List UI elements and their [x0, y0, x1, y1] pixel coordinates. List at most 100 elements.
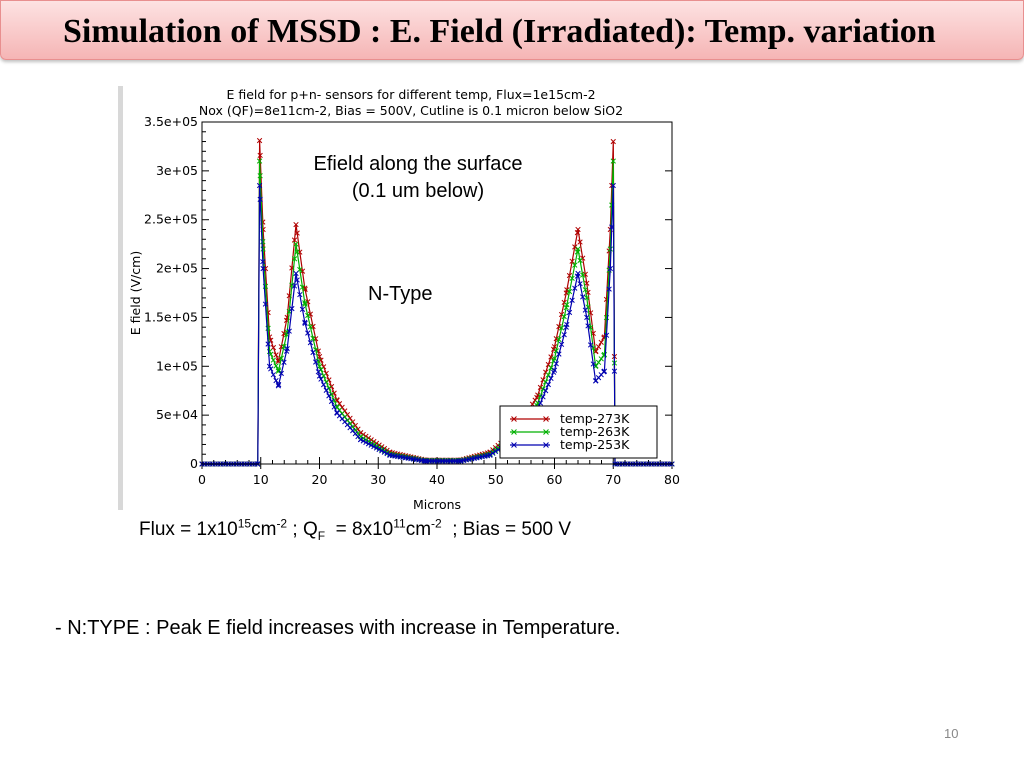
data-point [260, 265, 266, 272]
caption: Flux = 1x1015cm-2 ; QF = 8x1011cm-2 ; Bi… [139, 516, 572, 543]
data-point [291, 237, 298, 243]
data-point [561, 332, 567, 338]
legend-marker [543, 416, 549, 422]
x-tick-label: 50 [488, 472, 504, 487]
data-point [299, 306, 306, 312]
data-point [575, 270, 581, 277]
data-point [556, 351, 562, 357]
legend-item: temp-253K [510, 437, 630, 452]
x-tick-label: 0 [198, 472, 206, 487]
data-point [260, 258, 266, 265]
x-tick-label: 30 [370, 472, 386, 487]
data-point [381, 449, 388, 455]
title-bar: Simulation of MSSD : E. Field (Irradiate… [0, 0, 1024, 60]
data-point [582, 307, 588, 313]
data-point [492, 448, 499, 455]
data-point [318, 376, 324, 382]
data-point [556, 336, 562, 343]
data-point [307, 340, 314, 346]
data-point [373, 445, 380, 451]
data-point [537, 400, 544, 406]
data-point [580, 272, 586, 278]
data-point [294, 277, 300, 283]
chart-title-line2: Nox (QF)=8e11cm-2, Bias = 500V, Cutline … [199, 103, 623, 118]
data-point [540, 386, 546, 392]
data-point [293, 270, 299, 277]
data-point [587, 324, 594, 331]
caption-q-exp: 11 [393, 516, 406, 531]
data-point [256, 182, 263, 189]
data-point [610, 158, 616, 164]
data-point [379, 448, 385, 454]
data-point [572, 262, 578, 268]
data-point [299, 268, 306, 274]
data-point [313, 359, 319, 365]
data-point [352, 422, 358, 429]
data-point [422, 458, 428, 464]
legend-label: temp-253K [560, 437, 630, 452]
data-point [601, 368, 608, 374]
data-point [376, 446, 382, 453]
y-tick-label: 3e+05 [156, 163, 198, 178]
data-point [360, 438, 366, 444]
data-point [611, 368, 618, 374]
data-point [291, 256, 298, 262]
data-point [545, 372, 551, 378]
data-point [320, 382, 327, 388]
data-point [281, 330, 287, 337]
legend-label: temp-263K [560, 424, 630, 439]
data-point [310, 349, 316, 356]
data-point [323, 387, 329, 393]
data-point [294, 249, 300, 255]
data-point [260, 239, 266, 245]
data-point [577, 257, 583, 264]
chart-title-line1: E field for p+n- sensors for different t… [226, 87, 595, 102]
x-tick-label: 20 [312, 472, 328, 487]
legend-marker [511, 429, 517, 435]
caption-q-unit: cm [405, 519, 432, 540]
data-point [331, 404, 337, 410]
data-point [610, 138, 616, 145]
data-point [610, 182, 616, 189]
y-tick-label: 2e+05 [156, 261, 198, 276]
data-point [289, 305, 295, 312]
data-point [273, 377, 279, 384]
efield-chart: E field for p+n- sensors for different t… [118, 84, 688, 514]
caption-q-unit-exp: -2 [431, 516, 442, 531]
data-point [593, 363, 599, 369]
data-point [585, 323, 591, 329]
data-point [275, 383, 282, 389]
data-point [305, 312, 311, 319]
data-point [307, 311, 314, 317]
caption-q-sub: F [317, 528, 326, 543]
data-point [572, 244, 578, 250]
data-point [273, 363, 279, 369]
data-point [575, 226, 581, 233]
annotation-ntype: N-Type [368, 283, 433, 305]
data-point [266, 363, 273, 369]
data-point [580, 294, 586, 300]
caption-bias: ; Bias = 500 V [441, 519, 572, 540]
data-point [347, 415, 353, 421]
x-tick-label: 40 [429, 472, 445, 487]
y-tick-label: 0 [190, 456, 198, 471]
left-edge-strip [118, 86, 123, 510]
data-point [297, 291, 303, 298]
data-point [302, 320, 308, 327]
data-point [281, 343, 287, 350]
data-point [307, 324, 314, 330]
data-point [302, 301, 308, 307]
data-point [548, 375, 554, 382]
data-point [572, 285, 578, 291]
data-point [606, 286, 612, 292]
data-point [584, 280, 590, 286]
data-point [278, 355, 284, 361]
data-point [363, 439, 369, 446]
data-point [302, 300, 308, 306]
data-point [487, 452, 493, 458]
data-point [278, 370, 284, 377]
data-point [545, 381, 551, 388]
data-point [286, 328, 292, 334]
data-point [257, 173, 263, 179]
x-axis-label: Microns [413, 497, 461, 512]
